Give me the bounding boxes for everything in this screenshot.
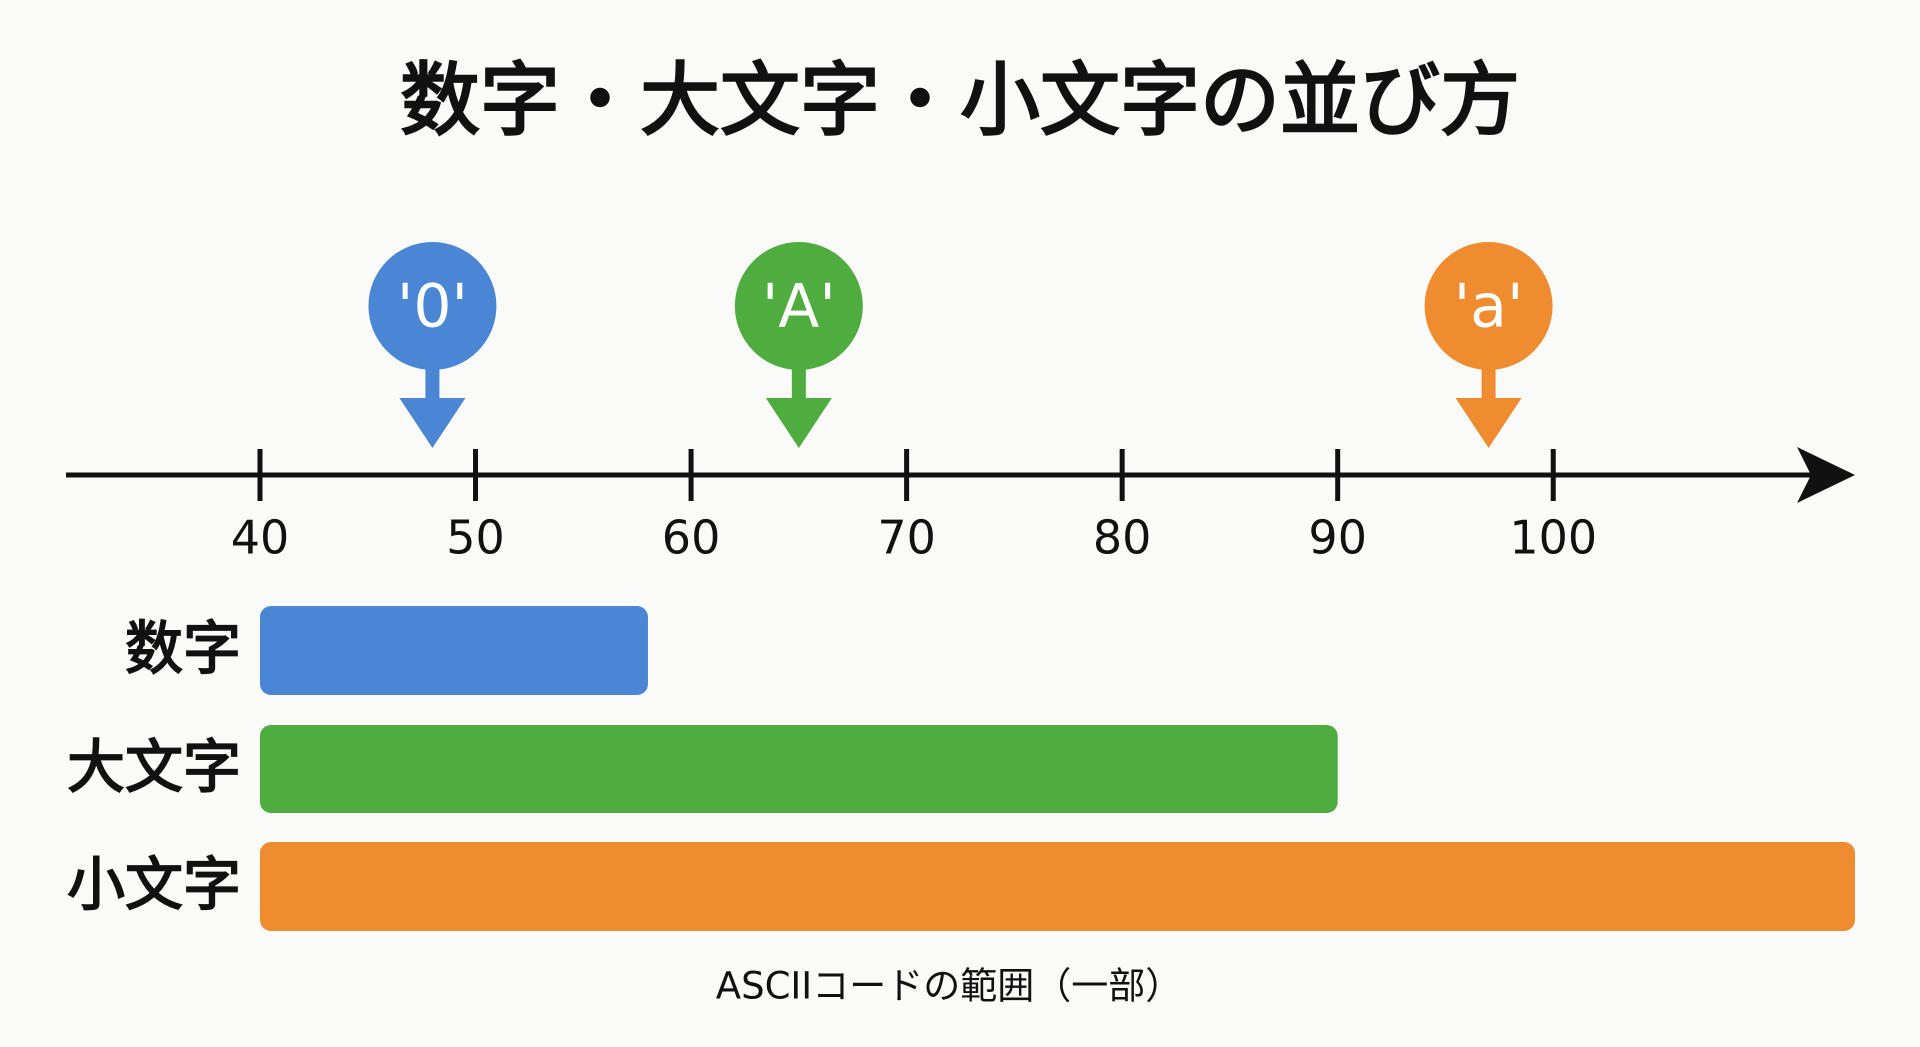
- marker-label: 'A': [762, 272, 836, 342]
- marker-shaft: [1481, 361, 1496, 406]
- marker-circle: [1424, 242, 1553, 370]
- marker: [1424, 242, 1553, 448]
- x-tick-label: 50: [446, 511, 505, 565]
- x-tick-label: 60: [662, 511, 721, 565]
- marker-arrow: [1455, 398, 1522, 448]
- range-bar: [259, 606, 648, 695]
- x-tick-label: 90: [1308, 511, 1367, 565]
- marker-circle: [368, 242, 497, 370]
- x-tick-label: 100: [1509, 511, 1597, 565]
- category-label: 大文字: [67, 733, 241, 801]
- marker: [734, 242, 863, 448]
- x-tick-label: 70: [877, 511, 936, 565]
- axis-arrowhead: [1797, 447, 1855, 503]
- marker-shaft: [791, 361, 806, 406]
- marker-arrow: [399, 398, 466, 448]
- chart-title: 数字・大文字・小文字の並び方: [400, 54, 1520, 147]
- category-label: 小文字: [67, 851, 241, 919]
- range-bar: [259, 842, 1856, 931]
- marker-label: '0': [397, 272, 468, 342]
- marker-label: 'a': [1454, 272, 1524, 342]
- range-bar: [259, 725, 1338, 813]
- marker-circle: [734, 242, 863, 370]
- x-tick-label: 40: [231, 511, 290, 565]
- x-axis-label: ASCIIコードの範囲（一部）: [716, 965, 1182, 1008]
- marker-shaft: [425, 361, 440, 406]
- marker-arrow: [765, 398, 832, 448]
- marker: [368, 242, 497, 448]
- x-tick-label: 80: [1093, 511, 1152, 565]
- category-label: 数字: [125, 615, 241, 683]
